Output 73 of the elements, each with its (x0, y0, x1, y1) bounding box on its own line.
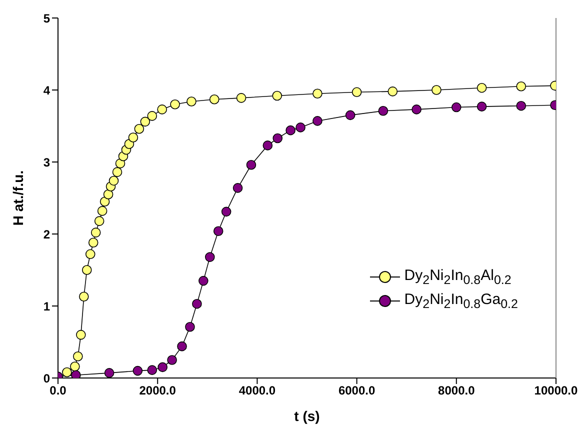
x-tick-label: 2000.0 (139, 384, 176, 398)
point (73, 352, 83, 362)
point (204, 252, 215, 262)
y-tick-label: 3 (43, 155, 50, 170)
point (236, 93, 246, 103)
point (262, 140, 273, 150)
y-tick-label: 4 (43, 83, 50, 98)
point (70, 362, 80, 372)
point (157, 104, 167, 114)
y-axis-title: H at./f.u. (10, 170, 26, 226)
point (158, 362, 168, 372)
point (147, 365, 158, 375)
point (221, 206, 232, 217)
point (246, 160, 256, 170)
point (312, 116, 322, 126)
point (516, 82, 526, 92)
point (128, 132, 138, 142)
x-tick-label: 0.0 (50, 384, 67, 398)
point (88, 238, 98, 248)
x-tick-label: 4000.0 (238, 384, 276, 398)
point (103, 190, 114, 200)
point (186, 96, 196, 106)
point (147, 111, 158, 121)
x-tick-label: 10000.0 (534, 384, 578, 398)
point (388, 86, 398, 96)
y-tick-label: 2 (43, 227, 50, 242)
point (296, 122, 306, 132)
point (78, 292, 89, 302)
point (432, 85, 442, 95)
point (76, 330, 86, 340)
point (272, 133, 283, 144)
point (170, 100, 180, 110)
point (213, 226, 224, 236)
x-axis-title: t (s) (294, 408, 320, 424)
point (97, 206, 108, 216)
point (209, 94, 220, 104)
point (104, 368, 114, 378)
point (85, 249, 96, 260)
point (286, 125, 296, 136)
point (177, 341, 187, 352)
point (312, 88, 322, 98)
point (476, 102, 487, 112)
point (167, 355, 177, 365)
point (476, 82, 487, 93)
point (185, 322, 195, 332)
point (345, 110, 356, 120)
point (108, 176, 119, 186)
legend-label: Dy$_{2}$Ni$_{2}$In$_{0.8}$Ga$_{0.2}$ (404, 291, 518, 311)
point (272, 90, 282, 101)
x-tick-label: 6000.0 (338, 384, 376, 398)
point (516, 100, 526, 111)
point (452, 102, 462, 112)
x-tick-label: 8000.0 (438, 384, 476, 398)
y-tick-label: 0 (43, 371, 50, 386)
y-tick-label: 1 (43, 299, 50, 314)
point (112, 167, 122, 177)
y-tick-label: 5 (43, 11, 50, 26)
point (352, 87, 362, 98)
point (198, 276, 208, 286)
point (140, 116, 150, 127)
point (62, 367, 72, 378)
point (94, 216, 104, 226)
point (192, 298, 202, 309)
point (232, 183, 243, 193)
point (132, 366, 143, 376)
point (90, 228, 101, 238)
point (378, 106, 388, 116)
point (412, 104, 422, 114)
point (71, 370, 81, 378)
point (134, 124, 144, 134)
point (100, 196, 110, 206)
point (82, 265, 92, 275)
legend-label: Dy$_{2}$Ni$_{2}$In$_{0.8}$Al$_{0.2}$ (404, 267, 512, 287)
